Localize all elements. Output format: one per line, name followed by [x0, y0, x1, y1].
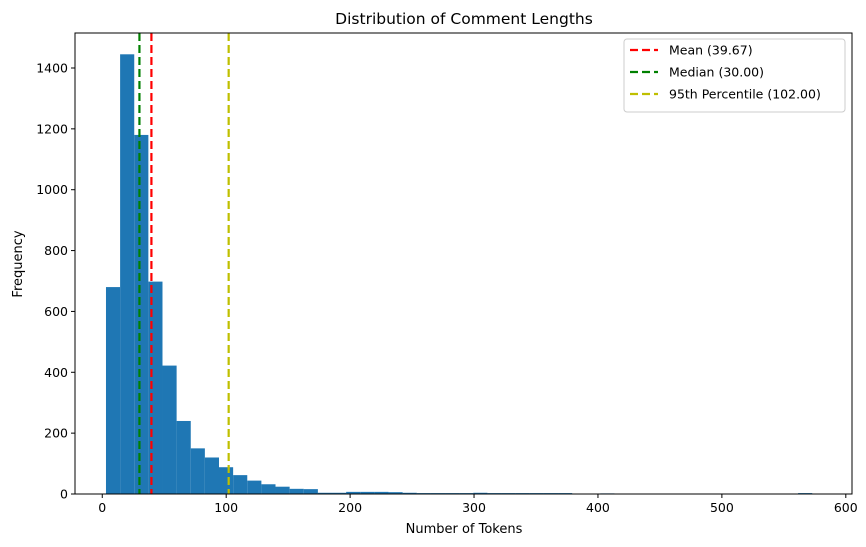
histogram-bar-26 — [473, 492, 488, 494]
reference-lines-group — [138, 33, 230, 494]
y-tick-label: 200 — [44, 426, 68, 441]
histogram-bar-15 — [317, 492, 333, 494]
histogram-bar-6 — [190, 448, 205, 494]
bars-group — [105, 54, 813, 495]
plot-frame — [74, 32, 853, 495]
legend: Mean (39.67) Median (30.00) 95th Percentil… — [623, 38, 846, 113]
histogram-bar-14 — [303, 489, 318, 494]
x-axis-label: Number of Tokens — [406, 522, 523, 537]
y-tick-label: 0 — [60, 487, 68, 502]
chart-title: Distribution of Comment Lengths — [335, 10, 593, 28]
histogram-bar-5 — [176, 420, 191, 494]
histogram-bar-4 — [162, 365, 177, 494]
x-tick-label: 600 — [834, 500, 858, 515]
y-tick-label: 800 — [44, 243, 68, 258]
histogram-bar-18 — [360, 491, 375, 494]
x-tick-label: 100 — [214, 500, 238, 515]
legend-box — [623, 38, 846, 113]
histogram-bar-19 — [374, 491, 389, 494]
legend-label-2: 95th Percentile (102.00) — [669, 87, 821, 102]
legend-label-0: Mean (39.67) — [669, 43, 753, 58]
y-tick-label: 1400 — [36, 60, 68, 75]
x-tick-label: 0 — [98, 500, 106, 515]
histogram-bar-10 — [247, 480, 262, 494]
y-axis-label: Frequency — [11, 230, 26, 297]
x-axis-ticks: 0 100 200 300 400 500 600 — [98, 494, 858, 515]
legend-label-1: Median (30.00) — [669, 65, 764, 80]
histogram-bar-7 — [204, 457, 219, 494]
histogram-bar-1 — [120, 54, 135, 495]
x-tick-label: 500 — [710, 500, 734, 515]
y-tick-label: 1000 — [36, 182, 68, 197]
x-tick-label: 300 — [462, 500, 486, 515]
histogram-bar-17 — [346, 491, 361, 494]
histogram-bar-12 — [275, 486, 290, 494]
y-tick-label: 1200 — [36, 121, 68, 136]
histogram-bar-0 — [105, 287, 121, 494]
y-axis-ticks: 0 200 400 600 800 1000 1200 1400 — [36, 60, 75, 502]
histogram-bar-2 — [134, 134, 149, 494]
histogram-bar-9 — [233, 475, 248, 494]
histogram-bar-21 — [402, 492, 417, 494]
histogram-bar-8 — [219, 467, 234, 494]
x-tick-label: 400 — [586, 500, 610, 515]
histogram-bar-16 — [332, 492, 347, 494]
x-tick-label: 200 — [338, 500, 362, 515]
y-tick-label: 600 — [44, 304, 68, 319]
histogram-bar-11 — [261, 484, 276, 494]
histogram-bar-13 — [289, 488, 304, 494]
y-tick-label: 400 — [44, 365, 68, 380]
histogram-bar-20 — [388, 492, 403, 494]
